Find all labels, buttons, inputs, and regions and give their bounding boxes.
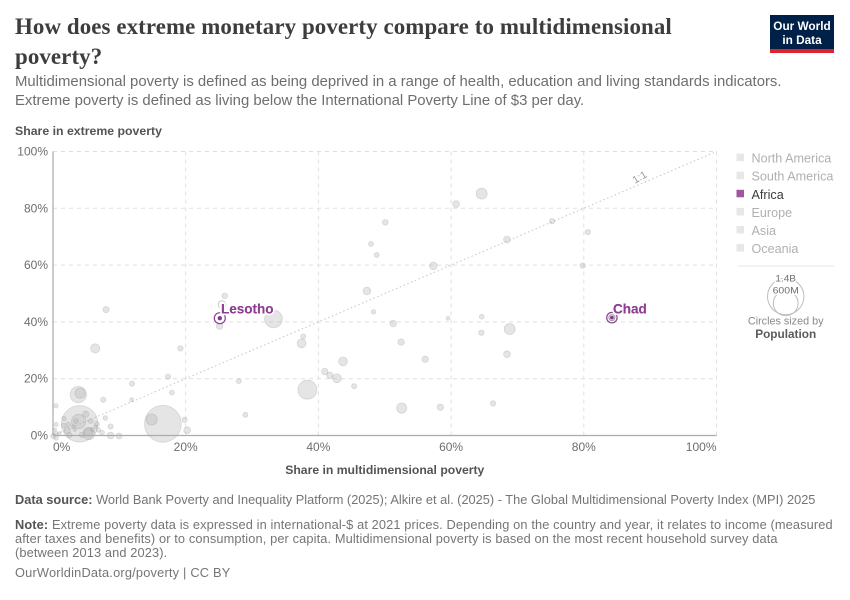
- svg-text:20%: 20%: [174, 440, 198, 454]
- svg-text:100%: 100%: [686, 440, 717, 454]
- svg-text:Lesotho: Lesotho: [221, 302, 274, 317]
- svg-text:Oceania: Oceania: [752, 242, 799, 256]
- svg-text:Africa: Africa: [752, 188, 784, 202]
- svg-text:20%: 20%: [24, 372, 48, 386]
- svg-text:Population: Population: [755, 327, 816, 341]
- svg-text:Lesotho: Lesotho: [221, 302, 274, 317]
- svg-text:North America: North America: [752, 152, 832, 166]
- svg-text:Circles sized by: Circles sized by: [748, 315, 824, 327]
- svg-text:Asia: Asia: [752, 224, 777, 238]
- svg-text:0%: 0%: [31, 429, 49, 443]
- svg-text:1:1: 1:1: [630, 169, 649, 187]
- svg-text:60%: 60%: [439, 440, 463, 454]
- svg-text:0%: 0%: [53, 440, 71, 454]
- svg-text:40%: 40%: [24, 315, 48, 329]
- svg-text:Chad: Chad: [613, 302, 647, 317]
- svg-text:100%: 100%: [17, 145, 48, 159]
- svg-text:Chad: Chad: [613, 302, 647, 317]
- svg-text:South America: South America: [752, 170, 834, 184]
- svg-text:Share in multidimensional pove: Share in multidimensional poverty: [285, 463, 484, 477]
- svg-text:1.4B: 1.4B: [775, 273, 796, 284]
- svg-text:80%: 80%: [24, 201, 48, 215]
- svg-text:600M: 600M: [773, 285, 799, 296]
- svg-text:80%: 80%: [572, 440, 596, 454]
- svg-text:Europe: Europe: [752, 206, 793, 220]
- svg-text:60%: 60%: [24, 258, 48, 272]
- svg-text:40%: 40%: [306, 440, 330, 454]
